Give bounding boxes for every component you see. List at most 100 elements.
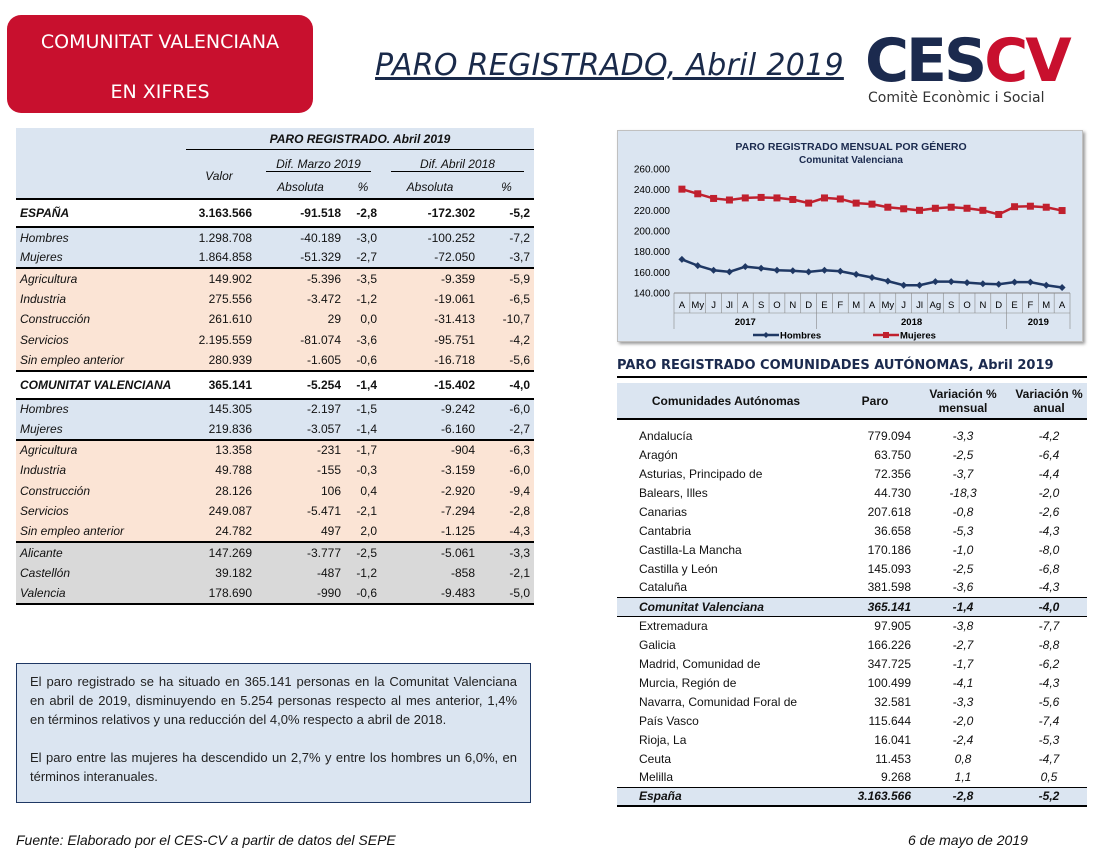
row-marzo-pct: -2,5 bbox=[345, 541, 381, 563]
row-marzo-abs: -91.518 bbox=[256, 198, 345, 227]
ccaa-var-mensual: -2,4 bbox=[952, 732, 974, 747]
row-label: Agricultura bbox=[16, 267, 182, 289]
ccaa-paro: 63.750 bbox=[874, 447, 911, 462]
ccaa-var-mensual: -0,8 bbox=[952, 504, 974, 519]
y-tick-label: 180.000 bbox=[634, 247, 671, 258]
ccaa-var-mensual: -2,0 bbox=[952, 713, 974, 728]
table-row: Servicios 2.195.559 -81.074 -3,6 -95.751 -4,2 bbox=[16, 329, 535, 350]
ccaa-row: Madrid, Comunidad de 347.725 -1,7 -6,2 bbox=[617, 654, 1087, 673]
ccaa-row: Galicia 166.226 -2,7 -8,8 bbox=[617, 635, 1087, 654]
ccaa-var-mensual: -2,5 bbox=[952, 561, 974, 576]
row-marzo-abs: -40.189 bbox=[256, 226, 345, 248]
ccaa-row: Castilla y León 145.093 -2,5 -6,8 bbox=[617, 559, 1087, 578]
row-valor: 3.163.566 bbox=[182, 198, 256, 227]
ccaa-row: Asturias, Principado de 72.356 -3,7 -4,4 bbox=[617, 464, 1087, 483]
ccaa-row: País Vasco 115.644 -2,0 -7,4 bbox=[617, 711, 1087, 730]
point-hombres bbox=[916, 281, 924, 289]
row-abril-abs: -858 bbox=[450, 565, 475, 580]
ccaa-var-mensual: -1,0 bbox=[952, 542, 974, 557]
row-marzo-abs: -487 bbox=[316, 565, 341, 580]
gender-chart: PARO REGISTRADO MENSUAL POR GÉNERO Comuni… bbox=[617, 130, 1083, 342]
x-tick-label: O bbox=[773, 300, 780, 311]
table-row: Industria 275.556 -3.472 -1,2 -19.061 -6,5 bbox=[16, 288, 535, 309]
row-abril-abs: -172.302 bbox=[381, 198, 479, 227]
row-abril-pct: -2,8 bbox=[509, 504, 531, 519]
ccaa-name: Comunitat Valenciana bbox=[617, 596, 835, 617]
y-tick-label: 240.000 bbox=[634, 185, 671, 196]
row-label: Hombres bbox=[16, 226, 182, 248]
row-abril-abs: -15.402 bbox=[381, 369, 479, 399]
table-row: ESPAÑA 3.163.566 -91.518 -2,8 -172.302 -5,2 bbox=[16, 198, 535, 227]
point-mujeres bbox=[678, 185, 686, 193]
ccaa-var-mensual: -3,8 bbox=[952, 618, 974, 633]
row-marzo-pct: -1,7 bbox=[345, 438, 381, 460]
ccaa-row: Cataluña 381.598 -3,6 -4,3 bbox=[617, 578, 1087, 597]
col-valor: Valor bbox=[205, 168, 233, 183]
row-marzo-abs: -231 bbox=[256, 438, 345, 460]
row-valor: 147.269 bbox=[182, 541, 256, 563]
ccaa-var-anual: -7,7 bbox=[1038, 618, 1060, 633]
point-hombres bbox=[836, 267, 844, 275]
ccaa-row: Andalucía 779.094 -3,3 -4,2 bbox=[617, 426, 1087, 445]
row-marzo-abs: 29 bbox=[327, 312, 341, 327]
row-valor: 1.298.708 bbox=[182, 226, 256, 248]
row-valor: 145.305 bbox=[182, 397, 256, 419]
table-row: Servicios 249.087 -5.471 -2,1 -7.294 -2,8 bbox=[16, 501, 535, 522]
ccaa-paro: 779.094 bbox=[867, 428, 911, 443]
ccaa-paro: 32.581 bbox=[874, 694, 911, 709]
row-marzo-pct: -0,3 bbox=[356, 463, 377, 478]
table-row: Construcción 28.126 106 0,4 -2.920 -9,4 bbox=[16, 480, 535, 501]
row-marzo-abs: -155 bbox=[316, 463, 341, 478]
ccaa-var-mensual: -2,7 bbox=[952, 637, 974, 652]
col-absoluta-abril: Absoluta bbox=[406, 179, 454, 194]
logo-subtitle: Comitè Econòmic i Social bbox=[868, 90, 1045, 106]
row-marzo-pct: -2,8 bbox=[345, 198, 381, 227]
page-title: PARO REGISTRADO, Abril 2019 bbox=[375, 48, 844, 83]
point-mujeres bbox=[1011, 203, 1019, 211]
x-tick-label: N bbox=[979, 300, 986, 311]
ccaa-row: Castilla-La Mancha 170.186 -1,0 -8,0 bbox=[617, 540, 1087, 559]
x-tick-label: E bbox=[1011, 300, 1017, 311]
ccaa-var-mensual: -1,7 bbox=[952, 656, 974, 671]
ccaa-name: Aragón bbox=[639, 447, 678, 462]
row-abril-abs: -31.413 bbox=[434, 312, 475, 327]
row-valor: 39.182 bbox=[215, 565, 252, 580]
ccaa-var-mensual: -3,7 bbox=[952, 466, 974, 481]
point-mujeres bbox=[995, 210, 1003, 218]
row-label: Hombres bbox=[16, 397, 182, 419]
point-hombres bbox=[900, 281, 908, 289]
point-mujeres bbox=[900, 205, 908, 213]
ccaa-var-mensual: -1,4 bbox=[915, 596, 1011, 617]
row-marzo-abs: -5.396 bbox=[256, 267, 345, 289]
point-hombres bbox=[741, 263, 749, 271]
row-abril-abs: -95.751 bbox=[434, 332, 475, 347]
row-label: Construcción bbox=[20, 312, 91, 327]
x-tick-label: D bbox=[995, 300, 1002, 311]
point-mujeres bbox=[868, 200, 876, 208]
point-hombres bbox=[1058, 284, 1066, 292]
row-marzo-pct: -1,2 bbox=[356, 291, 377, 306]
row-marzo-pct: -1,5 bbox=[345, 397, 381, 419]
row-label: Servicios bbox=[20, 332, 69, 347]
row-abril-pct: -10,7 bbox=[502, 312, 531, 327]
table-row: Alicante 147.269 -3.777 -2,5 -5.061 -3,3 bbox=[16, 541, 535, 563]
row-valor: 275.556 bbox=[208, 291, 252, 306]
ccaa-paro: 3.163.566 bbox=[835, 786, 915, 807]
row-marzo-pct: -1,4 bbox=[356, 421, 377, 436]
point-mujeres bbox=[836, 195, 844, 203]
point-mujeres bbox=[916, 206, 924, 214]
point-hombres bbox=[710, 266, 718, 274]
row-abril-pct: -5,0 bbox=[509, 585, 531, 600]
ccaa-var-anual: -2,6 bbox=[1038, 504, 1060, 519]
ccaa-name: Castilla y León bbox=[639, 561, 718, 576]
ccaa-name: Ceuta bbox=[639, 751, 672, 766]
row-marzo-abs: -5.471 bbox=[306, 504, 341, 519]
row-marzo-pct: -0,6 bbox=[356, 585, 377, 600]
row-abril-pct: -3,7 bbox=[509, 250, 531, 265]
row-abril-abs: -6.160 bbox=[440, 421, 475, 436]
row-valor: 219.836 bbox=[208, 421, 252, 436]
point-hombres bbox=[1042, 281, 1050, 289]
row-valor: 365.141 bbox=[182, 369, 256, 399]
row-abril-abs: -2.920 bbox=[440, 483, 475, 498]
x-tick-label: My bbox=[882, 300, 895, 311]
